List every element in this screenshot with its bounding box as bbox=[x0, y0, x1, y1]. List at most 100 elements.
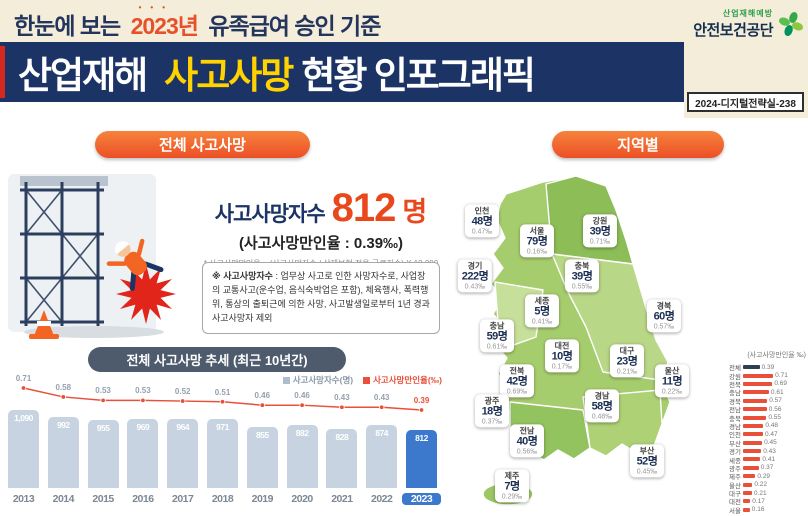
region-name: 인천 bbox=[474, 206, 490, 216]
region-rate: 0.71‰ bbox=[589, 238, 611, 246]
region-bubble-경남: 경남 58명 0.48‰ bbox=[585, 389, 619, 423]
mini-row-bar bbox=[743, 432, 763, 437]
trend-year-2017: 2017 bbox=[172, 493, 194, 505]
mini-row-인천: 인천 0.47 bbox=[723, 430, 806, 440]
region-rate: 0.22‰ bbox=[661, 388, 683, 396]
mini-row-bar bbox=[743, 499, 751, 504]
doc-code-badge: 2024-디지털전략실-238 bbox=[687, 92, 804, 112]
trend-bar-2022: 874 bbox=[366, 425, 398, 488]
trend-bar-value: 855 bbox=[255, 429, 269, 440]
mini-row-value: 0.55 bbox=[768, 414, 782, 422]
region-count: 42명 bbox=[506, 375, 528, 388]
mini-row-광주: 광주 0.37 bbox=[723, 464, 806, 473]
region-rate: 0.21‰ bbox=[616, 368, 638, 376]
page-subtitle: 한눈에 보는 2023년 유족급여 승인 기준 bbox=[14, 7, 381, 41]
region-rate: 0.55‰ bbox=[571, 283, 593, 291]
trend-legend: 사고사망자수(명) 사고사망만인율(‰) bbox=[282, 374, 442, 386]
mini-row-bar bbox=[743, 440, 763, 445]
mini-row-부산: 부산 0.45 bbox=[723, 439, 806, 448]
region-rate: 0.16‰ bbox=[526, 248, 548, 256]
deaths-number: 812 bbox=[331, 186, 397, 230]
mini-row-label: 경기 bbox=[729, 449, 741, 457]
mini-row-value: 0.29 bbox=[757, 472, 770, 480]
legend-label: 사고사망자수(명) bbox=[292, 375, 354, 385]
subtitle-year: 2023년 bbox=[131, 13, 199, 39]
trend-bar-2014: 992 bbox=[47, 417, 79, 488]
mini-row-value: 0.57 bbox=[769, 397, 782, 405]
region-count: 222명 bbox=[461, 270, 489, 283]
mini-row-label: 광주 bbox=[729, 465, 741, 473]
logo-tagline: 산업재해예방 bbox=[722, 9, 773, 18]
region-name: 광주 bbox=[484, 396, 500, 406]
mini-row-value: 0.37 bbox=[760, 464, 774, 472]
region-bubble-충북: 충북 39명 0.55‰ bbox=[565, 259, 599, 293]
region-count: 52명 bbox=[636, 455, 658, 468]
region-bubble-강원: 강원 39명 0.71‰ bbox=[583, 214, 617, 248]
mini-row-경북: 경북 0.57 bbox=[723, 397, 806, 406]
trend-chart: 사고사망자수(명) 사고사망만인율(‰) 1,090 2013 0.71 992 2014… bbox=[2, 374, 448, 514]
trend-rate-label: 0.71 bbox=[15, 374, 32, 383]
region-count: 58명 bbox=[591, 400, 613, 413]
mini-row-value: 0.39 bbox=[761, 363, 775, 371]
trend-rate-label: 0.43 bbox=[373, 393, 390, 403]
mini-row-경기: 경기 0.43 bbox=[723, 447, 806, 457]
main-title-bar: 산업재해 사고사망 현황 인포그래픽 bbox=[0, 42, 684, 102]
trend-bar-value: 955 bbox=[96, 422, 110, 433]
region-rate: 0.43‰ bbox=[464, 283, 486, 291]
mini-row-label: 제주 bbox=[729, 474, 741, 482]
trend-rate-label: 0.53 bbox=[135, 386, 151, 396]
region-bubble-전북: 전북 42명 0.69‰ bbox=[500, 364, 534, 398]
region-count: 59명 bbox=[486, 330, 508, 343]
mini-row-제주: 제주 0.29 bbox=[723, 472, 806, 482]
trend-bar-2019: 855 bbox=[246, 426, 278, 488]
mini-row-label: 전북 bbox=[729, 381, 741, 389]
mini-row-bar bbox=[743, 415, 767, 420]
mini-row-bar bbox=[743, 365, 760, 370]
region-count: 5명 bbox=[534, 305, 550, 318]
trend-year-2020: 2020 bbox=[291, 493, 313, 505]
region-rate: 0.41‰ bbox=[531, 318, 553, 326]
trend-bar-value: 874 bbox=[375, 428, 389, 439]
trend-bar-2017: 964 bbox=[167, 419, 199, 488]
legend-item-1: 사고사망만인율(‰) bbox=[363, 374, 442, 386]
trend-year-2022: 2022 bbox=[371, 493, 393, 505]
region-name: 부산 bbox=[639, 446, 655, 456]
mini-row-전남: 전남 0.56 bbox=[723, 405, 806, 415]
mini-row-경남: 경남 0.48 bbox=[723, 422, 806, 431]
mini-row-value: 0.22 bbox=[754, 481, 767, 489]
mini-row-value: 0.61 bbox=[770, 388, 784, 396]
mini-row-label: 서울 bbox=[729, 507, 741, 515]
mini-row-대구: 대구 0.21 bbox=[723, 489, 806, 499]
overall-rate: (사고사망만인율 : 0.39‰) bbox=[238, 235, 404, 252]
mini-row-bar bbox=[743, 457, 761, 462]
region-labels-layer: 인천 48명 0.47‰ 서울 79명 0.16‰ 강원 39명 0.71‰ 경기 222명 0.43… bbox=[448, 162, 733, 516]
kosha-logo-text: 산업재해예방 안전보건공단 bbox=[693, 8, 773, 40]
region-bubble-세종: 세종 5명 0.41‰ bbox=[525, 294, 559, 328]
region-count: 39명 bbox=[589, 225, 611, 238]
mini-row-value: 0.16 bbox=[751, 506, 765, 514]
mini-row-bar bbox=[743, 390, 769, 395]
region-rate: 0.37‰ bbox=[481, 418, 503, 426]
section-title-overall: 전체 사고사망 bbox=[95, 131, 310, 158]
mini-row-label: 경남 bbox=[729, 423, 741, 431]
definition-head: ※ 사고사망자수 bbox=[212, 271, 273, 281]
region-rate: 0.47‰ bbox=[471, 228, 493, 236]
region-bubble-인천: 인천 48명 0.47‰ bbox=[465, 204, 499, 238]
definition-body: : 업무상 사고로 인한 사망자수로, 사업장의 교통사고(운수업, 음식숙박업… bbox=[212, 271, 430, 323]
mini-row-value: 0.17 bbox=[752, 497, 765, 505]
region-rate: 0.17‰ bbox=[551, 363, 573, 371]
mini-row-value: 0.56 bbox=[768, 405, 782, 413]
region-count: 11명 bbox=[661, 375, 683, 388]
trend-rate-label: 0.53 bbox=[95, 386, 111, 396]
trend-bar-2016: 969 bbox=[127, 418, 159, 488]
mini-row-label: 전남 bbox=[729, 407, 741, 415]
region-count: 48명 bbox=[471, 215, 493, 228]
mini-row-bar bbox=[743, 491, 752, 496]
mini-row-bar bbox=[743, 381, 773, 386]
region-bubble-제주: 제주 7명 0.29‰ bbox=[495, 469, 529, 503]
region-bubble-전남: 전남 40명 0.56‰ bbox=[510, 424, 544, 458]
trend-bar-2023: 812 bbox=[406, 429, 437, 488]
impact-starburst bbox=[116, 264, 176, 324]
mini-row-bar bbox=[743, 482, 753, 487]
